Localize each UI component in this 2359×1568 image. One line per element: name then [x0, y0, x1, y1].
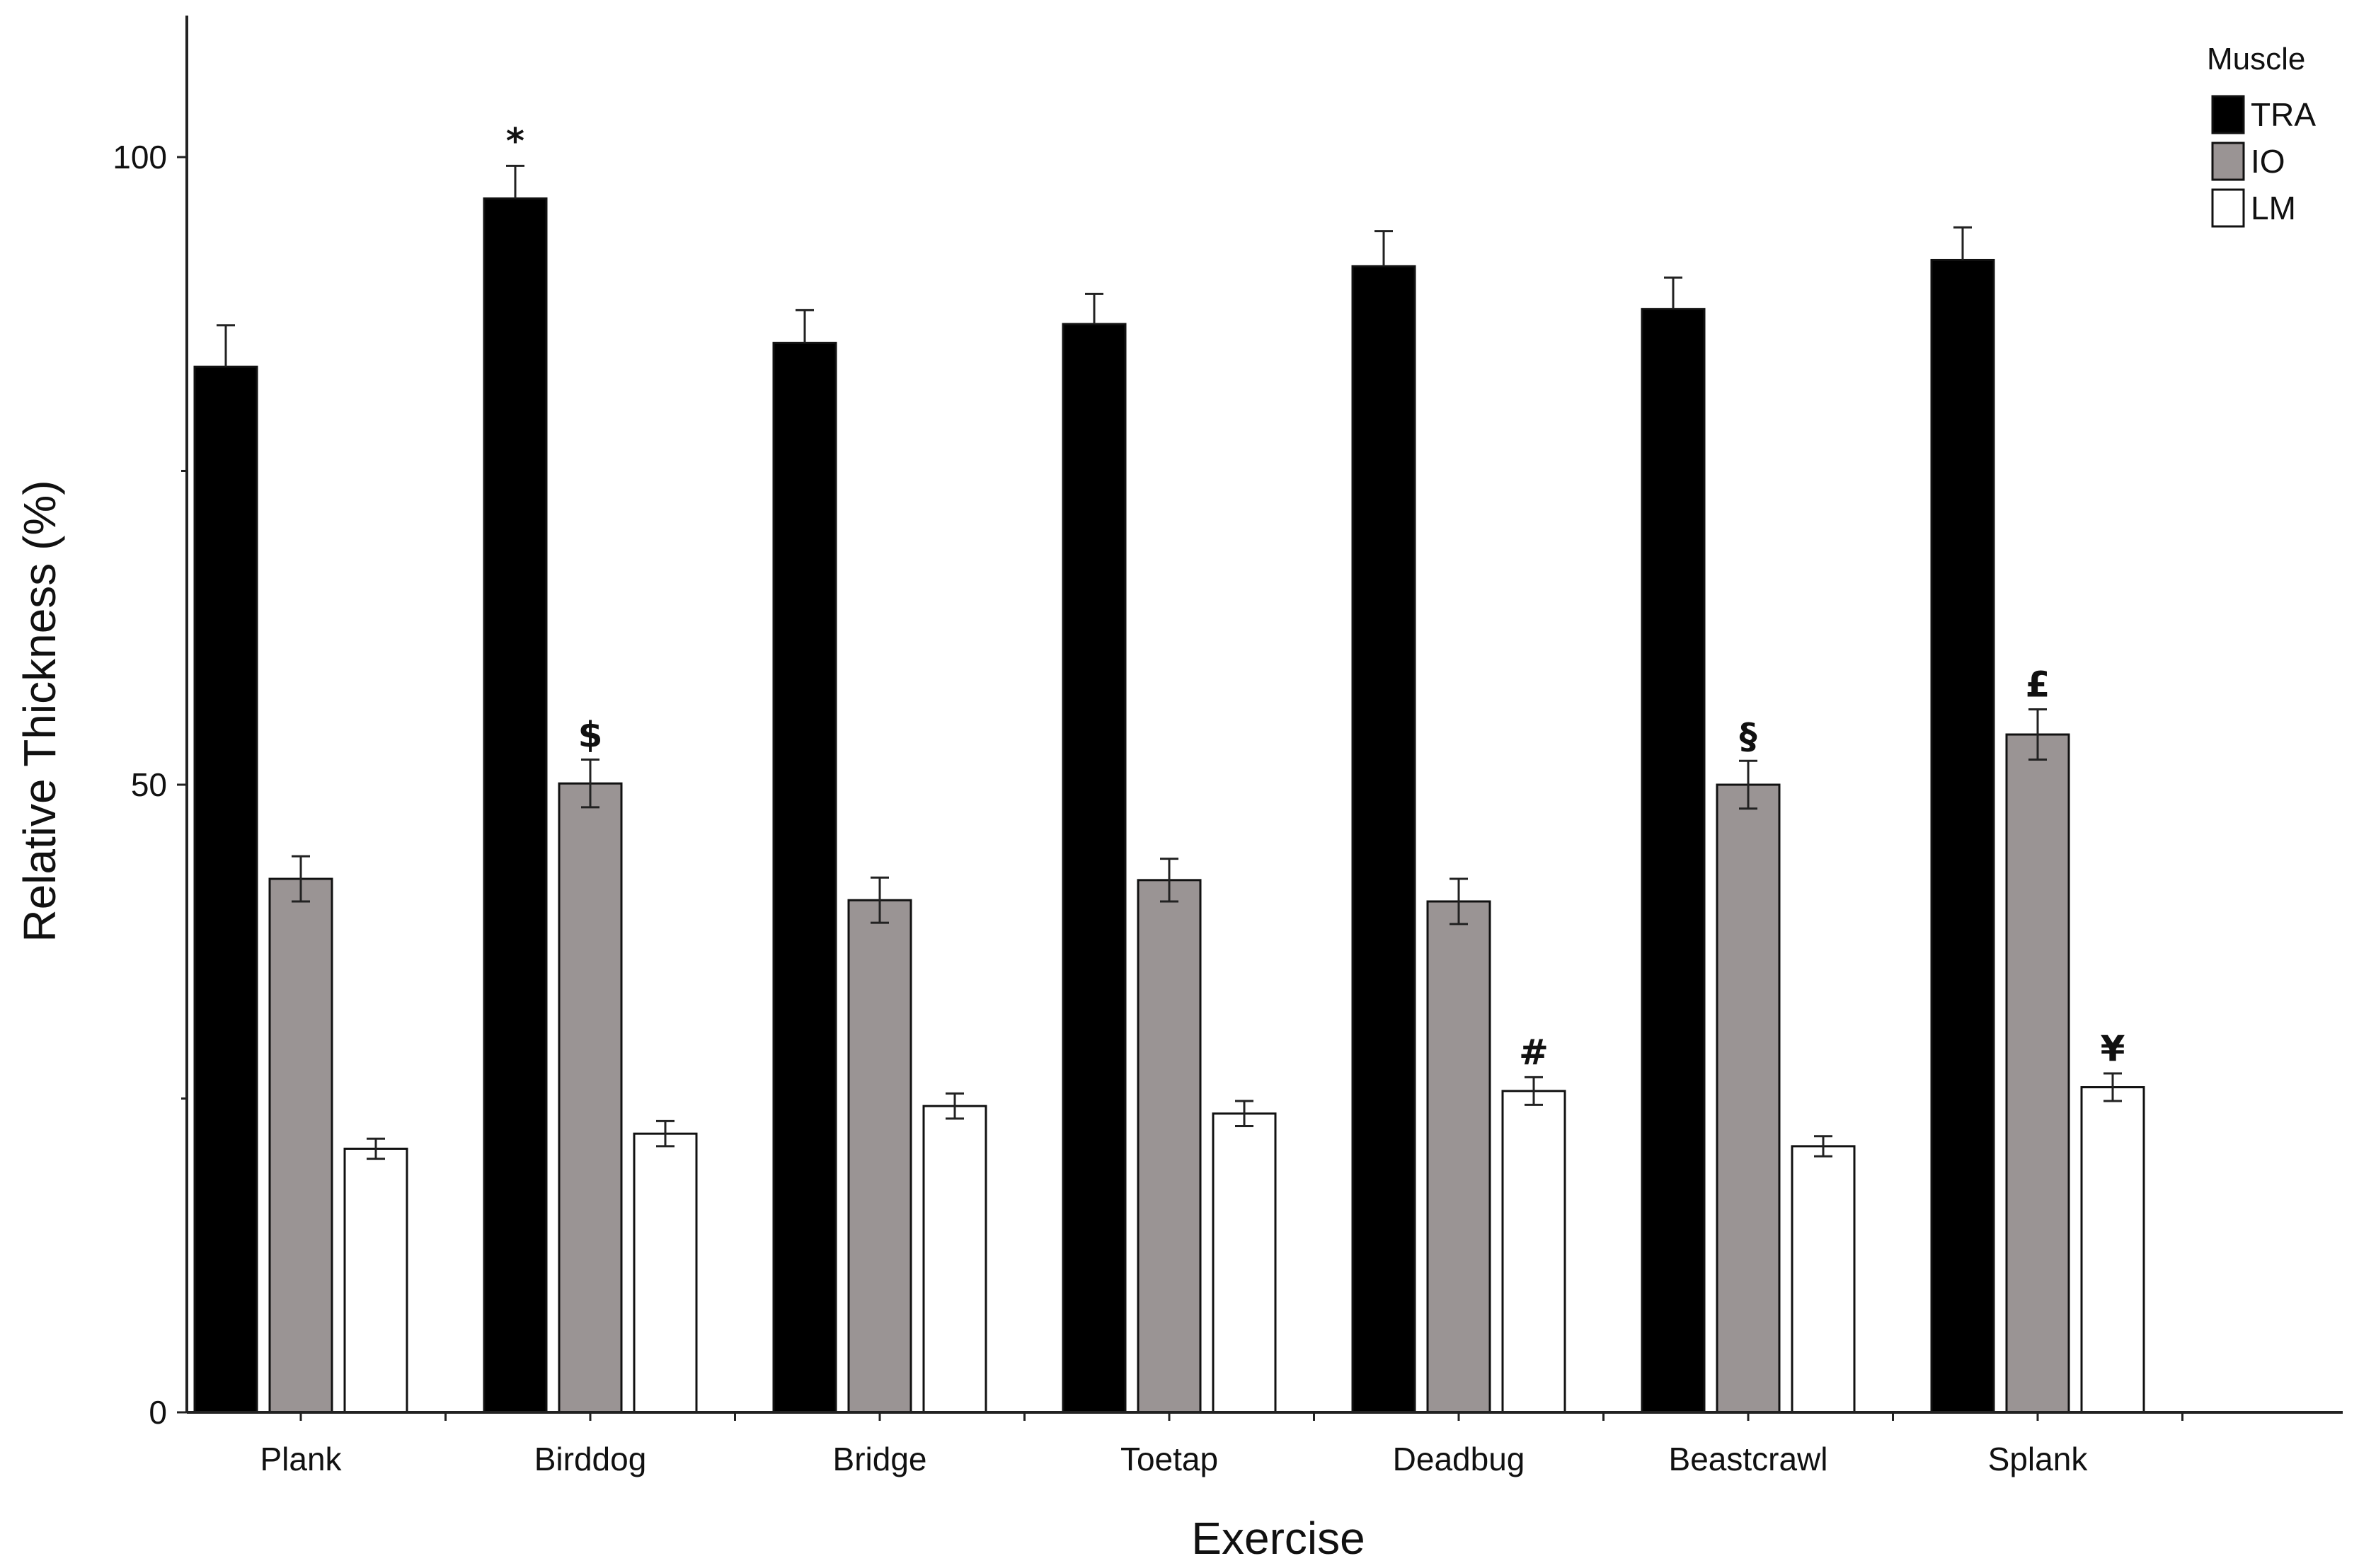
error-bar-io-birddog	[581, 759, 599, 809]
bar-tra-deadbug	[1351, 265, 1416, 1414]
bar-tra-bridge	[772, 342, 837, 1414]
axes-layer	[185, 16, 2343, 1414]
bar-lm-birddog	[633, 1132, 698, 1414]
bar-lm-toetap	[1212, 1112, 1277, 1414]
error-bar-io-deadbug	[1450, 877, 1468, 926]
y-axis-title: Relative Thickness (%)	[14, 480, 65, 942]
annotation-mark: $	[578, 715, 603, 756]
legend: Muscle TRA IO LM	[2207, 42, 2316, 228]
bar-lm-beastcrawl	[1791, 1145, 1856, 1414]
error-bar-tra-bridge	[796, 309, 814, 343]
bar-tra-splank	[1930, 258, 1995, 1414]
x-tick-label: Toetap	[1120, 1441, 1218, 1477]
legend-label: LM	[2251, 190, 2296, 226]
error-bar-tra-toetap	[1085, 292, 1103, 324]
error-bars-layer	[217, 164, 2122, 1160]
bar-lm-deadbug	[1501, 1090, 1566, 1414]
error-bar-lm-toetap	[1235, 1100, 1253, 1128]
bar-tra-beastcrawl	[1641, 308, 1706, 1414]
x-axis-title: Exercise	[1191, 1513, 1365, 1564]
error-bar-lm-deadbug	[1525, 1076, 1543, 1106]
error-bar-lm-plank	[367, 1137, 385, 1160]
bars-layer	[193, 197, 2145, 1414]
bar-lm-bridge	[922, 1105, 987, 1414]
x-tick-label: Splank	[1988, 1441, 2089, 1477]
error-bar-lm-bridge	[946, 1092, 964, 1120]
annotation-mark: *	[506, 120, 524, 161]
error-bar-io-bridge	[871, 876, 889, 924]
legend-swatch	[2211, 142, 2245, 181]
error-bar-io-toetap	[1160, 858, 1178, 903]
bar-io-beastcrawl	[1716, 783, 1781, 1414]
x-tick-label: Plank	[260, 1441, 342, 1477]
bar-io-plank	[268, 877, 333, 1414]
legend-label: TRA	[2251, 96, 2316, 133]
legend-swatch	[2211, 95, 2245, 134]
ticks-layer: Plank Birddog Bridge Toetap Deadbug Beastcraw…	[113, 139, 2183, 1477]
bar-io-bridge	[847, 899, 912, 1414]
x-tick-label: Beastcrawl	[1669, 1441, 1828, 1477]
bar-tra-plank	[193, 365, 258, 1414]
bar-lm-splank	[2080, 1086, 2145, 1414]
bar-io-splank	[2005, 733, 2070, 1414]
x-tick-label: Bridge	[833, 1441, 927, 1477]
x-tick-label: Birddog	[534, 1441, 647, 1477]
error-bar-tra-birddog	[506, 164, 524, 199]
error-bar-io-splank	[2028, 708, 2047, 761]
error-bar-io-beastcrawl	[1739, 759, 1757, 810]
error-bar-lm-splank	[2103, 1072, 2122, 1102]
bar-io-deadbug	[1426, 900, 1491, 1414]
error-bar-tra-plank	[217, 324, 235, 367]
legend-item-io: IO	[2211, 142, 2285, 181]
bar-io-toetap	[1137, 879, 1202, 1414]
bar-lm-plank	[343, 1147, 408, 1414]
bar-io-birddog	[558, 782, 623, 1414]
bar-tra-birddog	[483, 197, 548, 1414]
error-bar-io-plank	[292, 855, 310, 903]
y-tick-label: 100	[113, 139, 167, 175]
annotation-mark: ¥	[2101, 1028, 2125, 1069]
legend-label: IO	[2251, 143, 2285, 180]
error-bar-tra-deadbug	[1374, 230, 1393, 267]
x-tick-label: Deadbug	[1393, 1441, 1525, 1477]
error-bar-tra-beastcrawl	[1664, 276, 1682, 309]
error-bar-lm-birddog	[656, 1119, 675, 1148]
legend-title: Muscle	[2207, 42, 2305, 76]
bar-tra-toetap	[1062, 323, 1127, 1414]
y-tick-label: 0	[149, 1394, 167, 1431]
annotations-layer: * $ # § £ ¥	[506, 120, 2125, 1073]
legend-item-lm: LM	[2211, 188, 2296, 228]
annotation-mark: £	[2026, 664, 2050, 705]
annotation-mark: #	[1519, 1032, 1549, 1073]
annotation-mark: §	[1740, 715, 1757, 756]
y-tick-label: 50	[131, 766, 167, 803]
error-bar-tra-splank	[1953, 226, 1972, 260]
legend-swatch	[2211, 188, 2245, 228]
legend-items: TRA IO LM	[2211, 95, 2316, 228]
legend-item-tra: TRA	[2211, 95, 2316, 134]
error-bar-lm-beastcrawl	[1814, 1135, 1832, 1158]
